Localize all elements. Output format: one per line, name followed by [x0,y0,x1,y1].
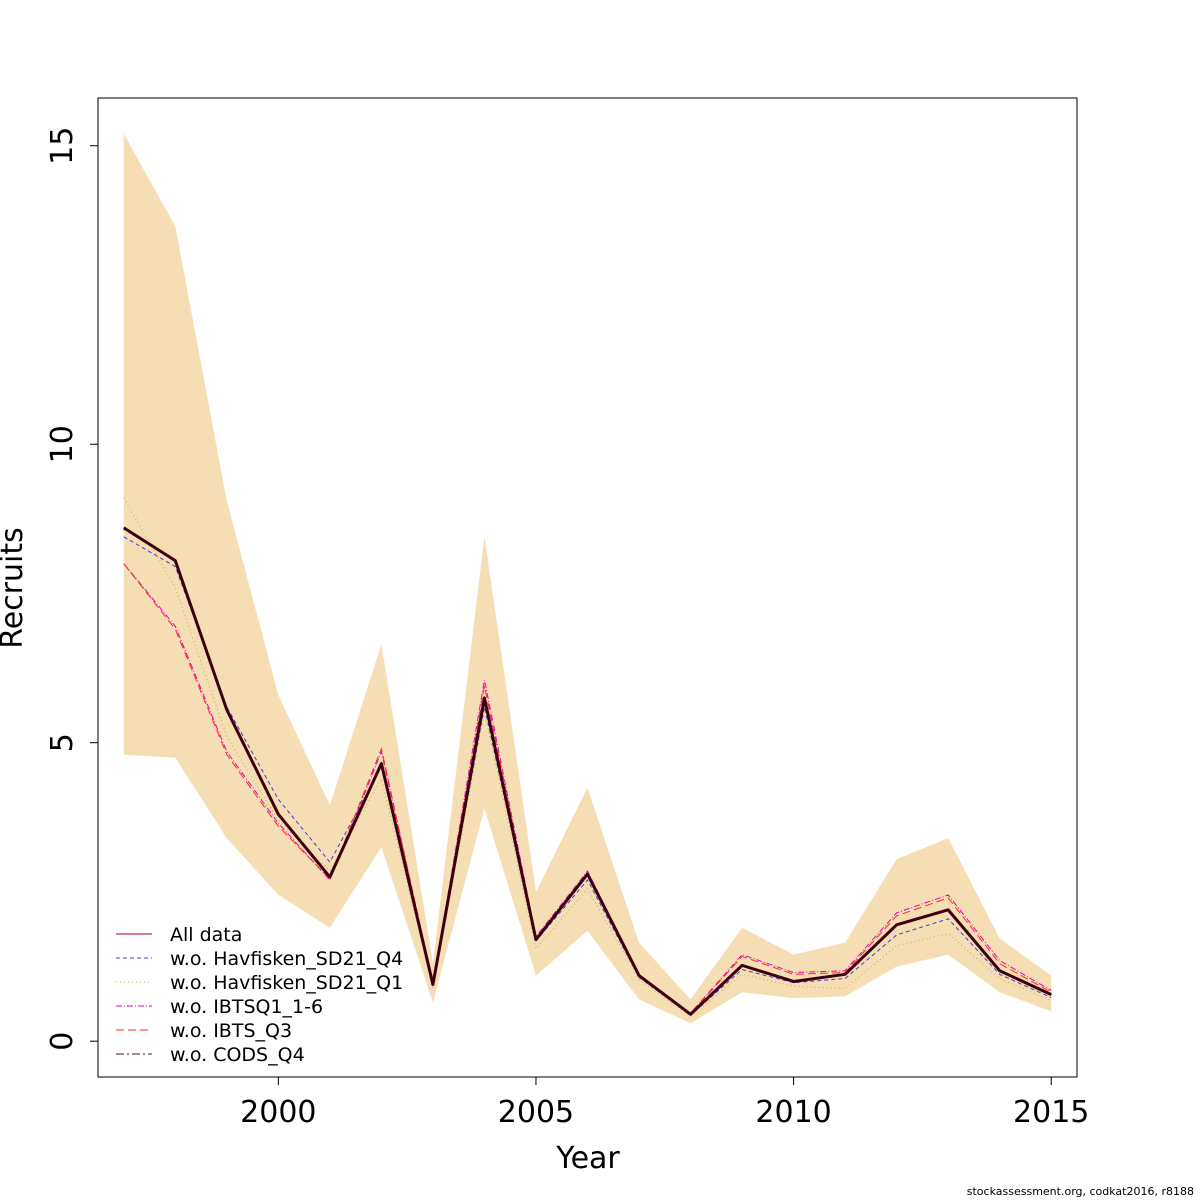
legend-label: All data [170,924,242,946]
legend-label: w.o. Havfisken_SD21_Q1 [170,972,403,994]
main-line-layer [122,526,1052,1016]
series-line-1 [123,536,1052,1016]
confidence-band-layer [123,133,1052,1024]
legend-label: w.o. Havfisken_SD21_Q4 [170,948,403,970]
y-tick-label: 15 [45,127,80,165]
main-estimate-line [122,526,1052,1016]
legend-label: w.o. IBTS_Q3 [170,1020,292,1042]
y-axis: 0 5 10 15 [45,127,99,1051]
x-tick-label: 2010 [755,1095,831,1130]
footer-credit: stockassessment.org, codkat2016, r8188 [966,1185,1194,1198]
x-tick-label: 2005 [498,1095,574,1130]
series-line-2 [123,497,1052,1017]
series-line-3 [123,563,1052,1014]
legend-label: w.o. CODS_Q4 [170,1044,305,1066]
x-tick-label: 2000 [240,1095,316,1130]
legend-label: w.o. IBTSQ1_1-6 [170,996,323,1018]
confidence-band [123,133,1052,1024]
y-axis-label: Recruits [0,527,30,649]
x-axis: 2000 2005 2010 2015 [240,1076,1089,1130]
x-tick-label: 2015 [1013,1095,1089,1130]
y-tick-label: 5 [45,733,80,752]
y-tick-label: 0 [45,1032,80,1051]
y-tick-label: 10 [45,425,80,463]
x-axis-label: Year [555,1141,620,1176]
